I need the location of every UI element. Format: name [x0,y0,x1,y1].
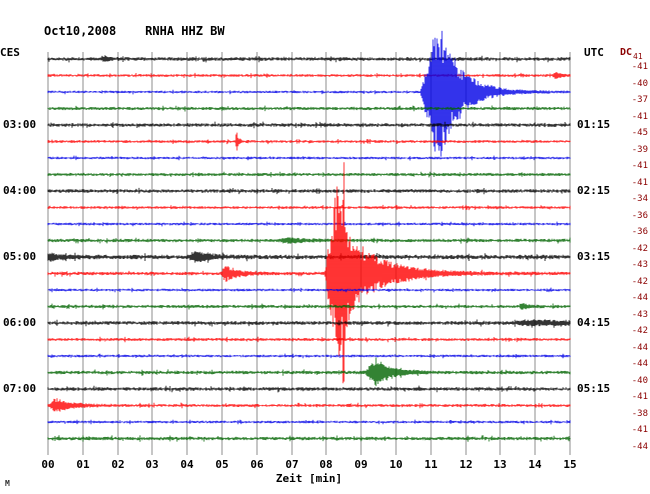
trace-row-13 [47,162,571,384]
trace-row-5 [47,132,571,151]
trace-row-14 [47,287,571,293]
trace-row-2 [47,30,571,157]
trace-row-4 [47,121,571,129]
trace-row-21 [47,398,571,412]
trace-row-12 [47,251,571,263]
trace-row-10 [47,221,571,227]
trace-row-9 [47,204,571,211]
trace-row-23 [47,435,571,442]
trace-row-0 [47,55,571,63]
trace-row-8 [47,187,571,195]
trace-row-22 [47,419,571,425]
trace-row-3 [47,105,571,112]
trace-row-11 [47,237,571,244]
trace-row-17 [47,336,571,343]
trace-row-16 [47,319,571,328]
trace-row-6 [47,155,571,161]
trace-row-7 [47,171,571,178]
trace-row-20 [47,385,571,393]
trace-row-15 [47,303,571,310]
trace-row-1 [47,72,571,79]
minute-grid-lines [47,52,571,455]
trace-row-18 [47,353,571,359]
trace-row-19 [47,357,571,387]
